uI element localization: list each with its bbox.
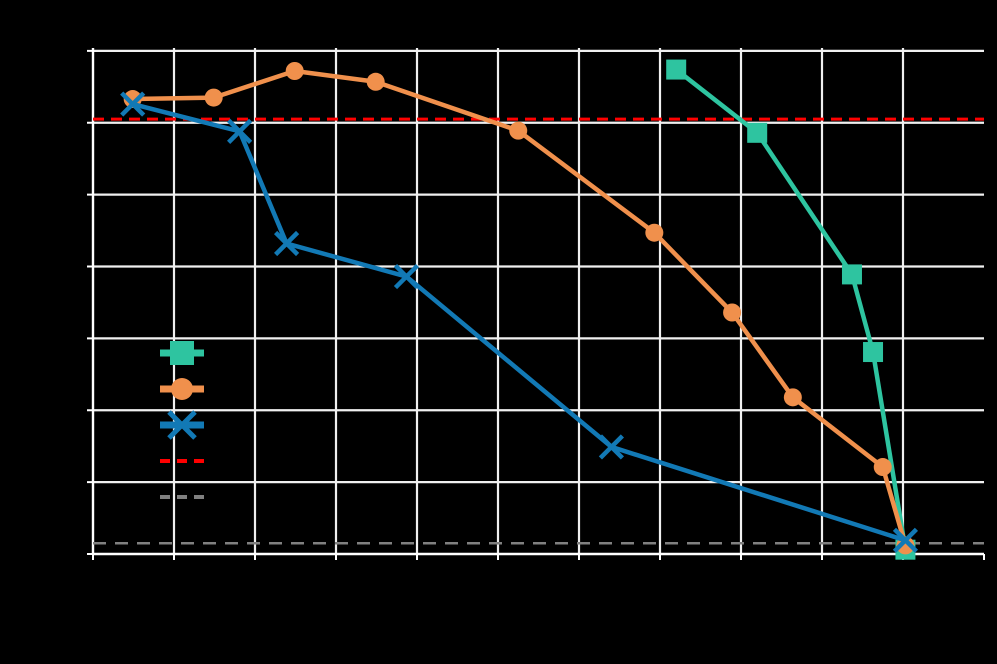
- data-point-marker: [204, 88, 223, 107]
- data-point-marker: [841, 264, 862, 285]
- data-series-group: [120, 59, 919, 560]
- data-point-marker: [783, 388, 802, 407]
- series-line: [130, 68, 908, 548]
- data-point-marker: [723, 303, 742, 322]
- data-point-marker: [273, 230, 300, 257]
- data-point-marker: [285, 62, 304, 80]
- tick-marks: [87, 49, 985, 560]
- series-1: [123, 62, 915, 555]
- data-point-marker: [892, 527, 919, 553]
- data-point-marker: [645, 223, 664, 242]
- reference-lines: [93, 117, 984, 545]
- series-2: [120, 91, 919, 553]
- data-point-marker: [598, 434, 624, 460]
- data-point-marker: [393, 263, 420, 290]
- data-point-marker: [873, 458, 892, 477]
- data-point-marker: [747, 122, 768, 143]
- series-0: [666, 59, 916, 560]
- data-point-marker: [120, 91, 146, 117]
- data-point-marker: [863, 342, 884, 363]
- data-point-marker: [227, 118, 253, 144]
- series-line: [130, 101, 908, 543]
- axis-spines: [91, 48, 984, 556]
- grid-lines: [93, 48, 984, 554]
- data-point-marker: [366, 72, 385, 91]
- data-point-marker: [666, 59, 687, 80]
- data-point-marker: [509, 121, 528, 140]
